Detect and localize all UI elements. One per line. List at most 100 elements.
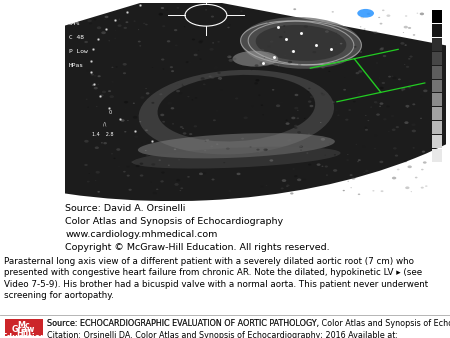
- Ellipse shape: [376, 63, 378, 64]
- Ellipse shape: [286, 185, 289, 187]
- Ellipse shape: [145, 129, 148, 131]
- Ellipse shape: [299, 145, 302, 147]
- Ellipse shape: [347, 181, 349, 182]
- Ellipse shape: [97, 26, 101, 29]
- Ellipse shape: [159, 93, 162, 95]
- Ellipse shape: [408, 27, 411, 29]
- Ellipse shape: [395, 154, 398, 156]
- Ellipse shape: [367, 13, 370, 15]
- Ellipse shape: [182, 128, 184, 129]
- Ellipse shape: [332, 101, 335, 103]
- Ellipse shape: [405, 105, 410, 107]
- Ellipse shape: [168, 165, 170, 166]
- Ellipse shape: [332, 11, 334, 13]
- Ellipse shape: [129, 189, 132, 191]
- Ellipse shape: [290, 192, 293, 194]
- Ellipse shape: [87, 19, 92, 22]
- Ellipse shape: [333, 169, 338, 172]
- Ellipse shape: [154, 189, 157, 191]
- Ellipse shape: [326, 174, 328, 176]
- Ellipse shape: [198, 50, 199, 51]
- Ellipse shape: [392, 77, 396, 79]
- Ellipse shape: [376, 114, 380, 116]
- Text: Parasternal long axis view of a different patient with a severely dilated aortic: Parasternal long axis view of a differen…: [4, 257, 428, 300]
- Ellipse shape: [145, 66, 148, 68]
- Ellipse shape: [264, 57, 265, 58]
- Bar: [432, 66, 442, 78]
- Text: 78 bpm: 78 bpm: [362, 194, 386, 199]
- Ellipse shape: [364, 172, 365, 173]
- Ellipse shape: [86, 99, 88, 100]
- Ellipse shape: [380, 47, 384, 49]
- Ellipse shape: [357, 161, 359, 162]
- Ellipse shape: [404, 64, 405, 65]
- Ellipse shape: [211, 145, 213, 147]
- Bar: [432, 121, 442, 134]
- Ellipse shape: [109, 95, 114, 98]
- Ellipse shape: [408, 58, 410, 60]
- Ellipse shape: [308, 164, 311, 166]
- Ellipse shape: [260, 185, 264, 188]
- Ellipse shape: [182, 85, 184, 87]
- Ellipse shape: [348, 109, 351, 111]
- Ellipse shape: [251, 105, 254, 107]
- Ellipse shape: [256, 25, 346, 61]
- Ellipse shape: [194, 54, 198, 56]
- Ellipse shape: [132, 147, 341, 169]
- Ellipse shape: [310, 105, 313, 107]
- Bar: [432, 24, 442, 37]
- Ellipse shape: [220, 90, 222, 91]
- Text: www.cardiology.mhmedical.com: www.cardiology.mhmedical.com: [65, 230, 218, 239]
- Ellipse shape: [351, 177, 356, 180]
- Ellipse shape: [280, 101, 284, 104]
- Ellipse shape: [321, 138, 325, 141]
- Ellipse shape: [192, 39, 195, 41]
- Ellipse shape: [284, 55, 286, 56]
- Ellipse shape: [104, 16, 108, 18]
- Ellipse shape: [320, 122, 321, 123]
- Text: /\: /\: [104, 122, 107, 127]
- Ellipse shape: [104, 142, 107, 144]
- Ellipse shape: [145, 24, 148, 25]
- Ellipse shape: [89, 173, 90, 174]
- Ellipse shape: [141, 142, 143, 143]
- Ellipse shape: [140, 163, 143, 165]
- Ellipse shape: [143, 23, 145, 24]
- Ellipse shape: [302, 178, 306, 181]
- Ellipse shape: [174, 29, 177, 31]
- Ellipse shape: [374, 148, 376, 149]
- Ellipse shape: [334, 154, 336, 155]
- Ellipse shape: [126, 21, 128, 23]
- Ellipse shape: [364, 28, 365, 30]
- Ellipse shape: [404, 160, 407, 162]
- Bar: [432, 107, 442, 120]
- Ellipse shape: [304, 118, 306, 119]
- Ellipse shape: [151, 163, 155, 166]
- Ellipse shape: [158, 75, 315, 142]
- Ellipse shape: [387, 79, 388, 80]
- Ellipse shape: [133, 103, 135, 104]
- Ellipse shape: [423, 90, 428, 92]
- Wedge shape: [0, 0, 450, 201]
- Ellipse shape: [175, 183, 179, 186]
- Ellipse shape: [285, 120, 288, 121]
- Ellipse shape: [356, 72, 360, 74]
- Ellipse shape: [84, 164, 88, 166]
- Ellipse shape: [126, 175, 130, 176]
- Ellipse shape: [379, 48, 383, 51]
- Ellipse shape: [340, 43, 342, 44]
- Ellipse shape: [216, 73, 219, 75]
- Ellipse shape: [411, 123, 416, 126]
- Ellipse shape: [94, 87, 98, 90]
- Ellipse shape: [357, 93, 361, 95]
- Text: C 48: C 48: [69, 35, 84, 40]
- Ellipse shape: [194, 125, 197, 127]
- Ellipse shape: [409, 80, 413, 82]
- Text: Color Atlas and Synopsis of Echocardiography: Color Atlas and Synopsis of Echocardiogr…: [65, 217, 284, 226]
- Ellipse shape: [306, 152, 308, 154]
- Ellipse shape: [90, 134, 92, 136]
- Ellipse shape: [170, 66, 173, 68]
- Ellipse shape: [203, 83, 206, 85]
- Ellipse shape: [102, 91, 106, 93]
- Ellipse shape: [383, 55, 386, 57]
